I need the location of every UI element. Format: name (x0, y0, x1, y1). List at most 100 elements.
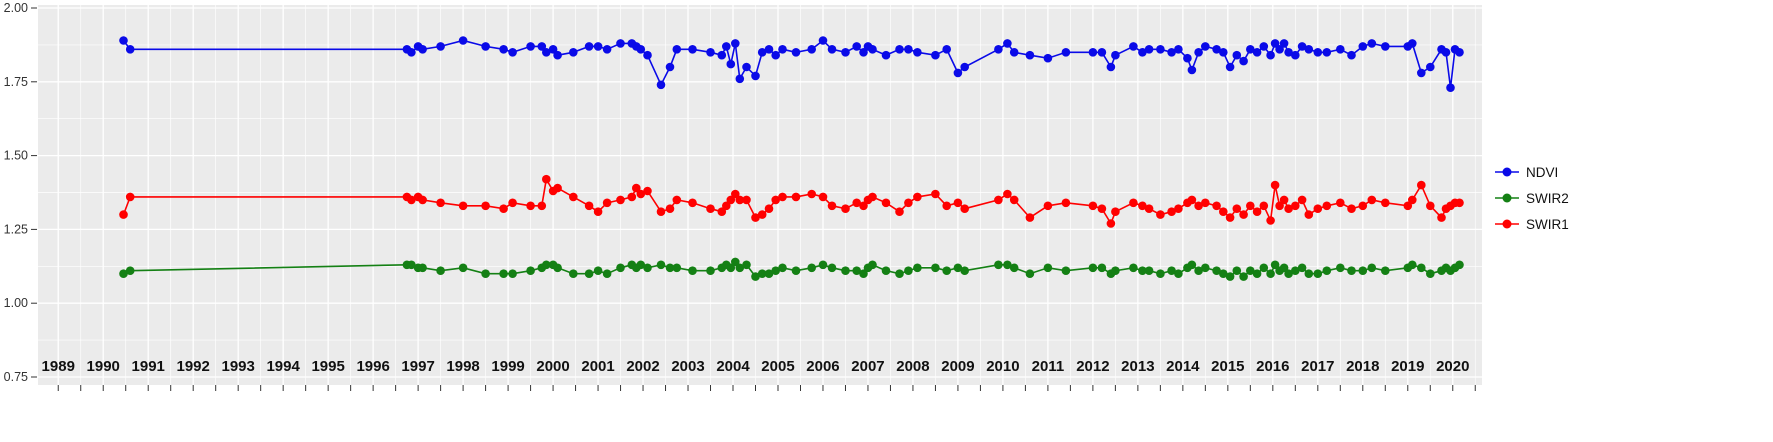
x-tick-label: 1992 (177, 358, 210, 375)
data-point-NDVI (125, 45, 135, 54)
data-point-SWIR1 (593, 207, 603, 216)
data-point-SWIR2 (1297, 263, 1307, 273)
data-point-NDVI (548, 45, 558, 54)
x-tick-label: 1991 (132, 358, 165, 375)
data-point-SWIR1 (1201, 198, 1210, 208)
data-point-NDVI (553, 50, 562, 60)
data-point-SWIR1 (791, 192, 801, 202)
data-point-SWIR2 (407, 260, 416, 270)
data-point-NDVI (672, 45, 682, 54)
legend-label: SWIR1 (1526, 216, 1569, 232)
legend: NDVI SWIR2 SWIR1 (1494, 162, 1569, 234)
data-point-NDVI (1239, 56, 1248, 66)
data-point-SWIR2 (418, 263, 427, 273)
data-point-SWIR1 (407, 195, 416, 205)
data-point-SWIR1 (1043, 201, 1053, 211)
data-point-SWIR2 (1088, 263, 1098, 273)
data-point-SWIR1 (1455, 198, 1464, 208)
data-point-SWIR1 (1279, 195, 1289, 205)
data-point-SWIR2 (841, 266, 850, 276)
data-point-SWIR1 (1358, 201, 1368, 211)
data-point-SWIR1 (1403, 201, 1413, 211)
data-point-NDVI (791, 48, 801, 57)
data-point-SWIR1 (1417, 180, 1426, 190)
data-point-NDVI (1183, 53, 1192, 63)
data-point-SWIR2 (1138, 266, 1147, 276)
data-point-SWIR2 (1043, 263, 1053, 273)
legend-item-SWIR2: SWIR2 (1494, 188, 1569, 208)
x-tick-label: 2017 (1301, 358, 1334, 375)
data-point-SWIR1 (1313, 204, 1323, 213)
data-point-NDVI (481, 42, 490, 51)
data-point-SWIR1 (1297, 195, 1307, 205)
data-point-SWIR2 (1129, 263, 1138, 273)
data-point-SWIR1 (778, 192, 787, 202)
data-point-SWIR2 (1187, 260, 1197, 270)
data-point-SWIR1 (1259, 201, 1269, 211)
data-point-SWIR1 (1347, 204, 1356, 213)
data-point-NDVI (1225, 62, 1235, 72)
data-point-SWIR2 (764, 269, 774, 279)
data-point-SWIR1 (1408, 195, 1417, 205)
data-point-NDVI (1252, 48, 1262, 57)
data-point-NDVI (1246, 45, 1255, 54)
data-point-NDVI (1088, 48, 1098, 57)
series-NDVI (119, 36, 1464, 92)
y-axis-labels: 0.75 1.00 1.25 1.50 1.75 2.00 (4, 1, 28, 384)
data-point-SWIR1 (569, 192, 578, 202)
data-point-SWIR1 (841, 204, 850, 213)
data-point-SWIR2 (726, 263, 736, 273)
data-point-SWIR2 (859, 269, 868, 279)
data-point-SWIR1 (1106, 219, 1116, 228)
data-point-SWIR1 (895, 207, 904, 216)
data-point-SWIR1 (757, 210, 767, 219)
data-point-NDVI (119, 36, 128, 45)
data-point-NDVI (1446, 83, 1455, 92)
data-point-SWIR2 (1270, 260, 1280, 270)
data-point-SWIR1 (1437, 213, 1446, 222)
data-point-SWIR2 (771, 266, 780, 276)
data-point-NDVI (1417, 68, 1426, 78)
data-point-SWIR1 (1144, 204, 1154, 213)
data-point-SWIR2 (1322, 266, 1332, 276)
data-point-SWIR1 (665, 204, 675, 213)
data-point-SWIR2 (1225, 272, 1235, 281)
data-point-NDVI (1284, 48, 1293, 57)
data-point-SWIR2 (1111, 266, 1120, 276)
data-point-SWIR1 (859, 201, 868, 211)
data-point-SWIR2 (458, 263, 468, 273)
x-tick-label: 2007 (851, 358, 884, 375)
data-point-SWIR1 (771, 195, 780, 205)
x-tick-label: 1993 (221, 358, 254, 375)
x-tick-label: 2020 (1436, 358, 1469, 375)
data-point-NDVI (1156, 45, 1165, 54)
data-point-NDVI (807, 45, 816, 54)
data-point-SWIR2 (852, 266, 861, 276)
data-point-SWIR2 (1219, 269, 1228, 279)
legend-label: NDVI (1526, 164, 1559, 180)
x-tick-label: 1999 (491, 358, 524, 375)
data-point-SWIR2 (1358, 266, 1368, 276)
data-point-SWIR2 (1174, 269, 1183, 279)
data-point-NDVI (757, 48, 767, 57)
data-point-NDVI (593, 42, 603, 51)
data-point-SWIR1 (1009, 195, 1019, 205)
x-tick-label: 2016 (1256, 358, 1289, 375)
data-point-NDVI (960, 62, 969, 72)
data-point-SWIR2 (656, 260, 666, 270)
data-point-SWIR2 (827, 263, 837, 273)
data-point-SWIR1 (1129, 198, 1138, 208)
data-point-SWIR1 (994, 195, 1003, 205)
data-point-NDVI (717, 50, 727, 60)
gridlines (38, 5, 1482, 385)
legend-key-icon (1495, 167, 1519, 177)
data-point-NDVI (1129, 42, 1138, 51)
y-tick-label: 1.75 (4, 75, 28, 89)
data-point-NDVI (569, 48, 578, 57)
data-point-SWIR2 (942, 266, 951, 276)
data-point-SWIR1 (1304, 210, 1314, 219)
legend-label: SWIR2 (1526, 190, 1569, 206)
data-point-NDVI (1138, 48, 1147, 57)
data-point-NDVI (731, 39, 740, 48)
